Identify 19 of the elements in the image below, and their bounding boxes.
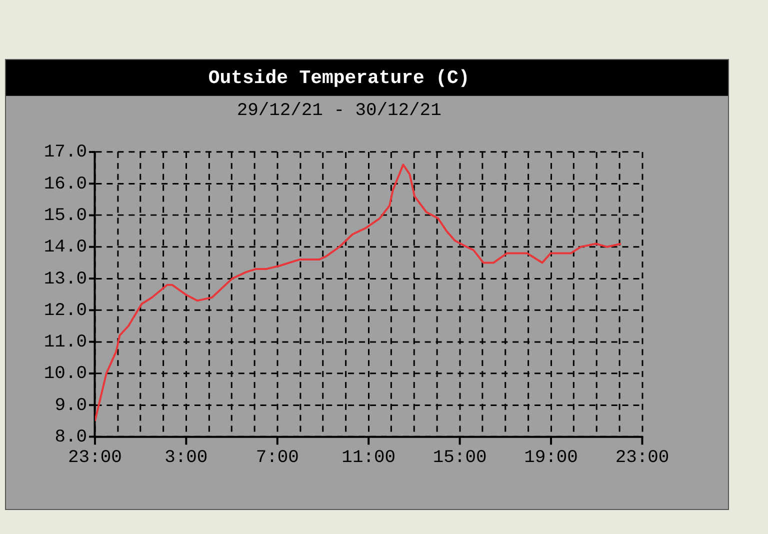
y-tick-label: 10.0	[44, 364, 87, 384]
y-tick-label: 17.0	[44, 142, 87, 163]
chart-title: Outside Temperature (C)	[208, 67, 470, 90]
y-tick-label: 15.0	[44, 206, 87, 226]
x-tick-label: 3:00	[164, 448, 208, 468]
y-tick-label: 9.0	[54, 396, 87, 416]
chart-subtitle: 29/12/21 - 30/12/21	[236, 101, 442, 122]
x-tick-label: 19:00	[524, 448, 578, 468]
x-tick-label: 11:00	[342, 448, 396, 468]
x-tick-label: 7:00	[256, 448, 299, 468]
x-tick-label: 23:00	[68, 448, 122, 468]
y-tick-label: 12.0	[44, 300, 87, 321]
y-tick-label: 11.0	[44, 332, 87, 353]
y-tick-label: 14.0	[44, 238, 87, 258]
x-tick-label: 15:00	[432, 448, 487, 468]
y-tick-label: 13.0	[44, 269, 87, 290]
y-tick-label: 16.0	[44, 174, 87, 194]
y-tick-label: 8.0	[54, 427, 87, 448]
x-tick-label: 23:00	[615, 448, 670, 468]
